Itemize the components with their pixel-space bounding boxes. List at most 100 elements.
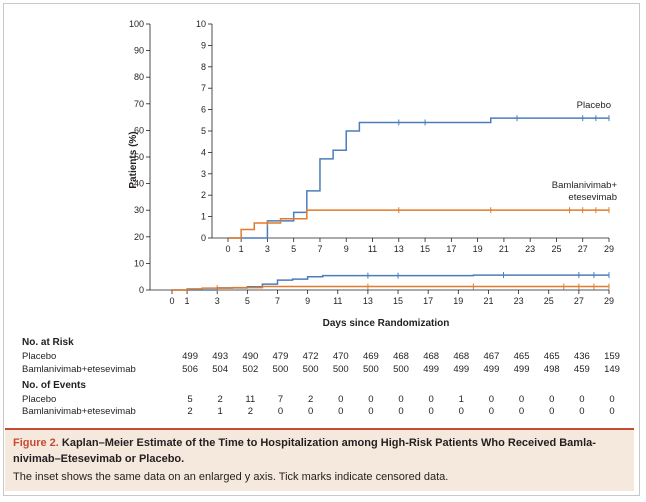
events-placebo-cell: 2 <box>217 394 223 405</box>
events-label-bamlanivimab: Bamlanivimab+etesevimab <box>22 406 136 417</box>
at-risk-bamlanivimab-cell: 499 <box>423 364 440 375</box>
bamlanivimab-label-line: etesevimab <box>568 192 617 203</box>
events-bamlanivimab-cell: 2 <box>187 406 193 417</box>
events-bamlanivimab-cell: 0 <box>277 406 284 417</box>
main-y-tick-label: 90 <box>134 46 144 56</box>
at-risk-bamlanivimab-cell: 459 <box>573 364 590 375</box>
bamlanivimab-label: Bamlanivimab+ etesevimab <box>552 180 618 203</box>
main-x-tick-label: 5 <box>245 296 250 306</box>
inset-x-tick-label: 11 <box>368 244 377 254</box>
at-risk-placebo-cell: 468 <box>423 351 440 362</box>
events-placebo-cell: 11 <box>245 394 256 405</box>
inset-x-tick-label: 25 <box>551 244 561 254</box>
at-risk-bamlanivimab-cell: 499 <box>513 364 530 375</box>
events-bamlanivimab-cell: 0 <box>549 406 555 417</box>
inset-y-tick-label: 5 <box>201 126 206 136</box>
at-risk-placebo-cell: 465 <box>543 351 560 362</box>
events-bamlanivimab-cell: 0 <box>368 406 374 417</box>
inset-x-tick-label: 7 <box>317 244 322 254</box>
at-risk-placebo-cell: 467 <box>483 351 500 362</box>
events-bamlanivimab-cell: 0 <box>428 406 434 417</box>
events-placebo-cell: 0 <box>338 394 344 405</box>
events-bamlanivimab-cell: 1 <box>217 406 223 417</box>
caption-title-text: Kaplan–Meier Estimate of the Time to Hos… <box>13 437 596 465</box>
inset-y-tick-label: 7 <box>201 83 206 93</box>
events-bamlanivimab-cell: 0 <box>609 406 615 417</box>
events-bamlanivimab-cell: 0 <box>307 406 314 417</box>
events-placebo-cell: 0 <box>518 394 525 405</box>
at-risk-heading: No. at Risk <box>22 337 74 348</box>
inset-x-tick-label: 15 <box>420 244 430 254</box>
at-risk-bamlanivimab-cell: 500 <box>362 364 379 375</box>
main-x-tick-label: 7 <box>275 296 280 306</box>
main-x-tick-label: 11 <box>333 296 342 306</box>
inset-x-tick-label: 23 <box>525 244 535 254</box>
at-risk-bamlanivimab-cell: 499 <box>453 364 470 375</box>
events-placebo-cell: 2 <box>307 394 314 405</box>
at-risk-bamlanivimab-cell: 502 <box>242 364 259 375</box>
main-y-tick-label: 0 <box>139 285 144 295</box>
main-y-tick-label: 40 <box>134 179 144 189</box>
events-bamlanivimab-cell: 0 <box>398 406 404 417</box>
inset-y-tick-label: 0 <box>201 233 206 243</box>
events-label-placebo: Placebo <box>22 394 57 405</box>
caption-text: The inset shows the same data on an enla… <box>13 471 449 483</box>
main-x-tick-label: 21 <box>483 296 493 306</box>
at-risk-bamlanivimab-cell: 500 <box>302 364 319 375</box>
main-x-tick-label: 9 <box>305 296 310 306</box>
at-risk-bamlanivimab-cell: 500 <box>272 364 289 375</box>
main-x-tick-label: 25 <box>544 296 554 306</box>
inset-x-tick-label: 5 <box>291 244 296 254</box>
inset-y-tick-label: 3 <box>201 169 206 179</box>
events-bamlanivimab-cell: 0 <box>518 406 525 417</box>
at-risk-placebo-cell: 470 <box>332 351 349 362</box>
events-placebo-cell: 0 <box>579 394 585 405</box>
placebo-label: Placebo <box>577 100 611 111</box>
main-x-tick-label: 0 <box>169 296 174 306</box>
main-x-tick-label: 19 <box>453 296 463 306</box>
events-heading: No. of Events <box>22 380 86 391</box>
y-axis-title: Patients (%) <box>128 131 139 188</box>
inset-x-tick-label: 29 <box>604 244 614 254</box>
inset-y-tick-label: 4 <box>201 147 206 157</box>
events-placebo-cell: 0 <box>549 394 555 405</box>
events-bamlanivimab-cell: 0 <box>579 406 585 417</box>
at-risk-label-placebo: Placebo <box>22 351 57 362</box>
main-x-tick-label: 29 <box>604 296 614 306</box>
main-x-tick-label: 27 <box>574 296 584 306</box>
events-placebo-cell: 0 <box>488 394 495 405</box>
main-y-tick-label: 70 <box>134 99 144 109</box>
main-y-tick-label: 60 <box>134 125 144 135</box>
figure-label: Figure 2. <box>13 437 59 449</box>
events-bamlanivimab-cell: 0 <box>458 406 464 417</box>
inset-y-tick-label: 1 <box>201 212 206 222</box>
inset-bamlanivimab-line <box>228 209 609 239</box>
at-risk-placebo-cell: 465 <box>513 351 530 362</box>
at-risk-bamlanivimab-cell: 500 <box>332 364 349 375</box>
x-axis-title: Days since Randomization <box>323 318 450 329</box>
inset-y-tick-label: 10 <box>196 19 206 29</box>
bamlanivimab-label-line: Bamlanivimab+ <box>552 180 618 191</box>
at-risk-bamlanivimab-cell: 498 <box>543 364 560 375</box>
main-x-tick-label: 3 <box>215 296 220 306</box>
main-x-tick-label: 1 <box>185 296 190 306</box>
events-bamlanivimab-cell: 0 <box>338 406 344 417</box>
events-placebo-cell: 0 <box>398 394 404 405</box>
inset-x-tick-label: 0 <box>225 244 230 254</box>
at-risk-placebo-cell: 468 <box>393 351 409 362</box>
inset-placebo-line <box>228 117 609 239</box>
main-y-tick-label: 10 <box>134 258 144 268</box>
at-risk-placebo-cell: 469 <box>362 351 379 362</box>
events-placebo-cell: 7 <box>277 394 284 405</box>
at-risk-bamlanivimab-cell: 504 <box>212 364 229 375</box>
main-x-tick-label: 13 <box>363 296 373 306</box>
inset-x-tick-label: 1 <box>239 244 244 254</box>
inset-y-tick-label: 9 <box>201 40 206 50</box>
at-risk-bamlanivimab-cell: 499 <box>483 364 500 375</box>
main-y-tick-label: 30 <box>134 205 144 215</box>
main-x-tick-label: 17 <box>423 296 433 306</box>
at-risk-placebo-cell: 479 <box>272 351 289 362</box>
inset-x-tick-label: 19 <box>473 244 483 254</box>
